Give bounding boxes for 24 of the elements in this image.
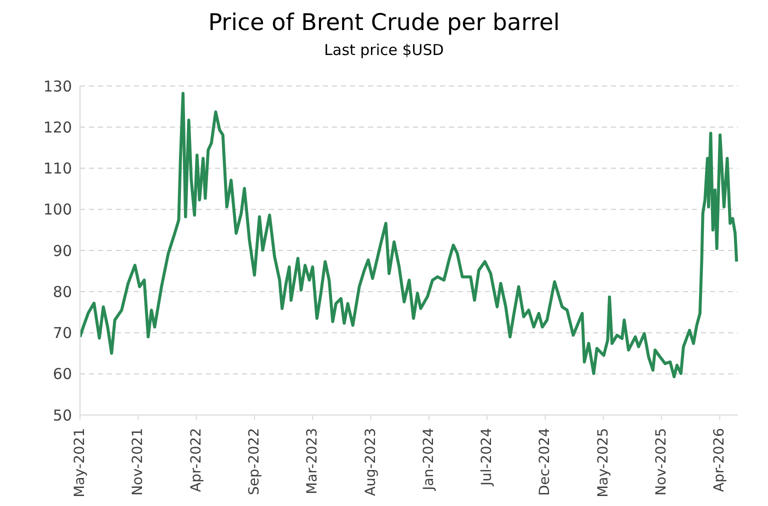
y-tick-label: 60 <box>52 365 72 384</box>
y-tick-label: 120 <box>43 118 72 136</box>
x-tick-label: Aug-2023 <box>362 428 379 496</box>
chart-title: Price of Brent Crude per barrel <box>207 10 561 36</box>
x-tick-label: Mar-2023 <box>304 428 321 494</box>
x-tick-label: Nov-2021 <box>130 428 146 496</box>
x-tick-label: Jul-2024 <box>479 428 496 487</box>
x-tick-label: Jan-2024 <box>420 428 437 492</box>
x-tick-label: Sep-2022 <box>246 428 262 496</box>
x-tick-label: Dec-2024 <box>537 428 554 496</box>
x-tick-label: May-2025 <box>595 428 612 498</box>
x-tick-label: Apr-2026 <box>712 428 728 492</box>
x-tick-label: Apr-2022 <box>188 428 204 492</box>
x-tick-label: May-2021 <box>72 428 88 498</box>
y-tick-label: 50 <box>52 406 72 424</box>
chart-subtitle: Last price $USD <box>323 41 445 59</box>
y-tick-label: 110 <box>43 160 72 178</box>
x-tick-label: Nov-2025 <box>654 428 670 496</box>
y-tick-label: 100 <box>43 200 72 219</box>
y-tick-label: 70 <box>52 324 72 342</box>
y-tick-label: 90 <box>52 242 72 260</box>
y-tick-label: 80 <box>52 282 72 301</box>
line-series <box>80 92 738 378</box>
y-tick-label: 130 <box>43 77 72 96</box>
